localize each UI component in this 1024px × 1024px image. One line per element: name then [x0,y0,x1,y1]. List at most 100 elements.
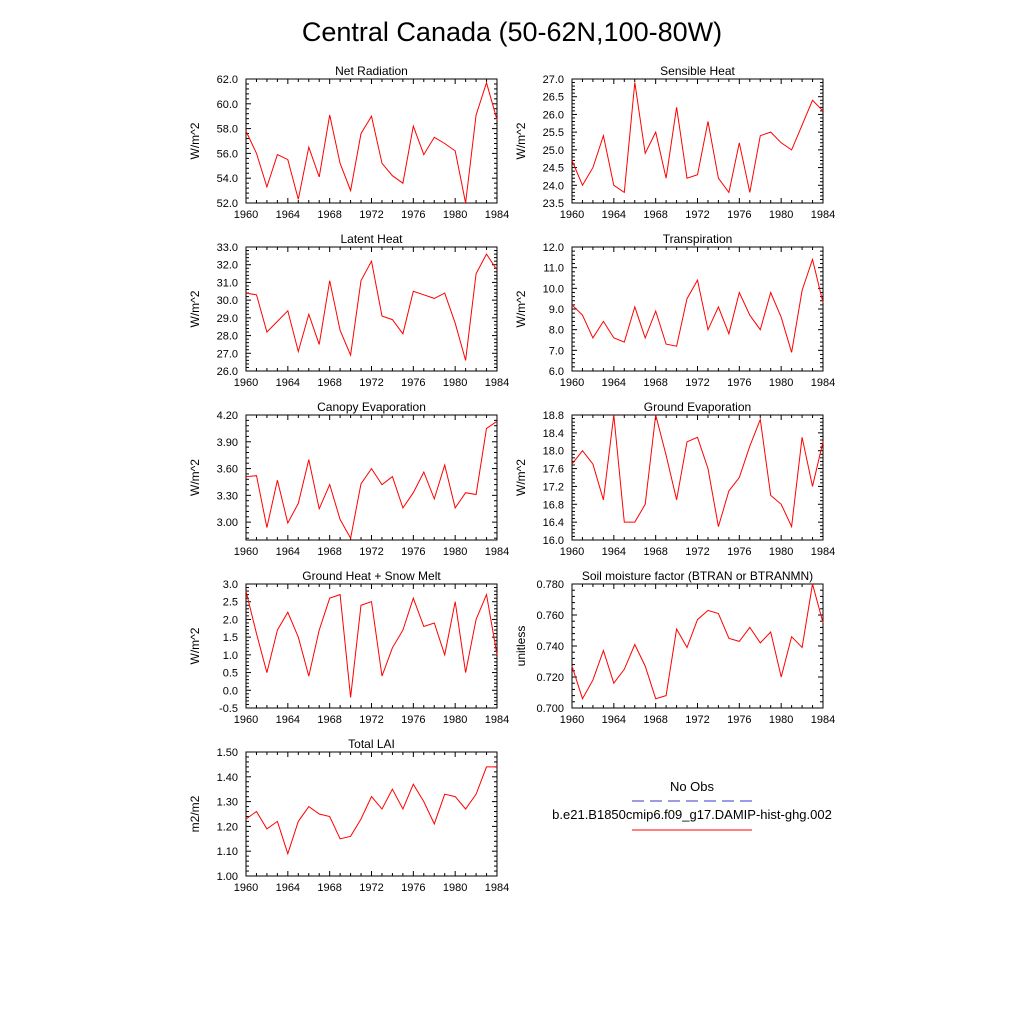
series-line [245,766,497,856]
y-tick-label: 1.50 [217,747,238,759]
y-axis-label: W/m^2 [514,290,528,327]
panels-group: Net Radiation W/m^2 1960 1964 1968 1972 1976 19… [188,64,835,894]
y-tick-label: 1.30 [217,797,238,809]
x-tick-label: 1964 [276,714,300,726]
y-tick-label: 4.20 [217,410,238,422]
x-tick-label: 1980 [769,209,793,221]
plot-frame [245,246,498,372]
x-tick-label: 1968 [317,546,341,558]
x-tick-label: 1976 [401,546,425,558]
panel-title: Latent Heat [340,232,403,246]
y-tick-label: 18.4 [543,428,564,440]
y-tick-label: -0.5 [219,703,238,715]
y-tick-label: 1.0 [223,650,238,662]
x-tick-label: 1964 [602,714,626,726]
panel-title: Net Radiation [335,64,408,78]
y-tick-label: 1.00 [217,871,238,883]
panel-title: Sensible Heat [660,64,735,78]
panel-title: Canopy Evaporation [317,400,426,414]
y-tick-label: 33.0 [217,242,238,254]
y-tick-label: 10.0 [543,283,564,295]
y-tick-label: 2.5 [223,597,238,609]
y-axis-label: W/m^2 [514,459,528,496]
x-tick-label: 1964 [602,377,626,389]
plot-frame [571,78,824,204]
figure-title: Central Canada (50-62N,100-80W) [302,17,722,47]
y-tick-label: 23.5 [543,198,564,210]
panel-6: Ground Evaporation W/m^2 1960 1964 1968 1972 1… [514,400,835,558]
x-tick-label: 1972 [685,546,709,558]
x-tick-label: 1960 [234,209,258,221]
x-tick-label: 1976 [727,714,751,726]
y-tick-label: 0.700 [536,703,564,715]
y-tick-label: 60.0 [217,99,238,111]
y-tick-label: 0.5 [223,668,238,680]
x-tick-label: 1968 [643,377,667,389]
y-tick-label: 1.20 [217,821,238,833]
series-line [245,420,498,540]
panel-title: Transpiration [663,232,733,246]
x-tick-label: 1968 [317,714,341,726]
x-tick-label: 1960 [560,714,584,726]
y-tick-label: 30.0 [217,295,238,307]
panel-3: Latent Heat W/m^2 1960 1964 1968 1972 1976 1980… [188,232,509,389]
y-axis-label: W/m^2 [188,122,202,159]
x-tick-label: 1960 [560,377,584,389]
legend: No Obs b.e21.B1850cmip6.f09_g17.DAMIP-hi… [552,779,832,831]
y-tick-label: 18.0 [543,446,564,458]
y-tick-label: 54.0 [217,173,238,185]
y-axis-label: unitless [514,626,528,667]
x-tick-label: 1984 [485,209,509,221]
plot-frame [571,583,824,709]
x-tick-label: 1960 [560,546,584,558]
y-tick-label: 25.0 [543,145,564,157]
panel-title: Total LAI [348,737,395,751]
plot-frame [571,414,824,541]
y-tick-label: 3.00 [217,517,238,529]
x-tick-label: 1972 [685,714,709,726]
x-tick-label: 1968 [643,546,667,558]
y-tick-label: 11.0 [543,263,564,275]
x-tick-label: 1980 [443,714,467,726]
y-tick-label: 12.0 [543,242,564,254]
y-tick-label: 3.0 [223,579,238,591]
x-tick-label: 1980 [443,209,467,221]
x-tick-label: 1984 [811,377,835,389]
panel-1: Net Radiation W/m^2 1960 1964 1968 1972 1976 19… [188,64,509,221]
y-tick-label: 52.0 [217,198,238,210]
y-tick-label: 16.4 [543,517,564,529]
x-tick-label: 1976 [401,377,425,389]
x-tick-label: 1972 [359,714,383,726]
y-tick-label: 31.0 [217,277,238,289]
y-tick-label: 8.0 [549,325,564,337]
y-tick-label: 0.720 [536,672,564,684]
x-tick-label: 1960 [234,882,258,894]
plot-frame [245,78,498,204]
y-tick-label: 16.0 [543,535,564,547]
panel-title: Ground Heat + Snow Melt [302,569,441,583]
x-tick-label: 1960 [234,377,258,389]
y-tick-label: 3.60 [217,464,238,476]
x-tick-label: 1960 [234,546,258,558]
y-tick-label: 27.0 [217,348,238,360]
y-tick-label: 24.0 [543,180,564,192]
x-tick-label: 1984 [485,714,509,726]
y-tick-label: 25.5 [543,127,564,139]
y-tick-label: 16.8 [543,499,564,511]
x-tick-label: 1968 [317,209,341,221]
x-tick-label: 1964 [276,882,300,894]
panel-5: Canopy Evaporation W/m^2 1960 1964 1968 1972 1… [188,400,509,558]
y-axis-label: W/m^2 [514,122,528,159]
series-line [245,590,498,698]
panel-9: Total LAI m2/m2 1960 1964 1968 1972 1976 1980 19… [188,737,509,894]
x-tick-label: 1972 [685,377,709,389]
legend-obs-label: No Obs [670,779,715,794]
x-tick-label: 1972 [359,882,383,894]
y-tick-label: 28.0 [217,331,238,343]
y-tick-label: 1.10 [217,846,238,858]
x-tick-label: 1968 [317,377,341,389]
y-tick-label: 0.0 [223,685,238,697]
x-tick-label: 1972 [359,546,383,558]
panel-8: Soil moisture factor (BTRAN or BTRANMN) u… [514,569,835,726]
